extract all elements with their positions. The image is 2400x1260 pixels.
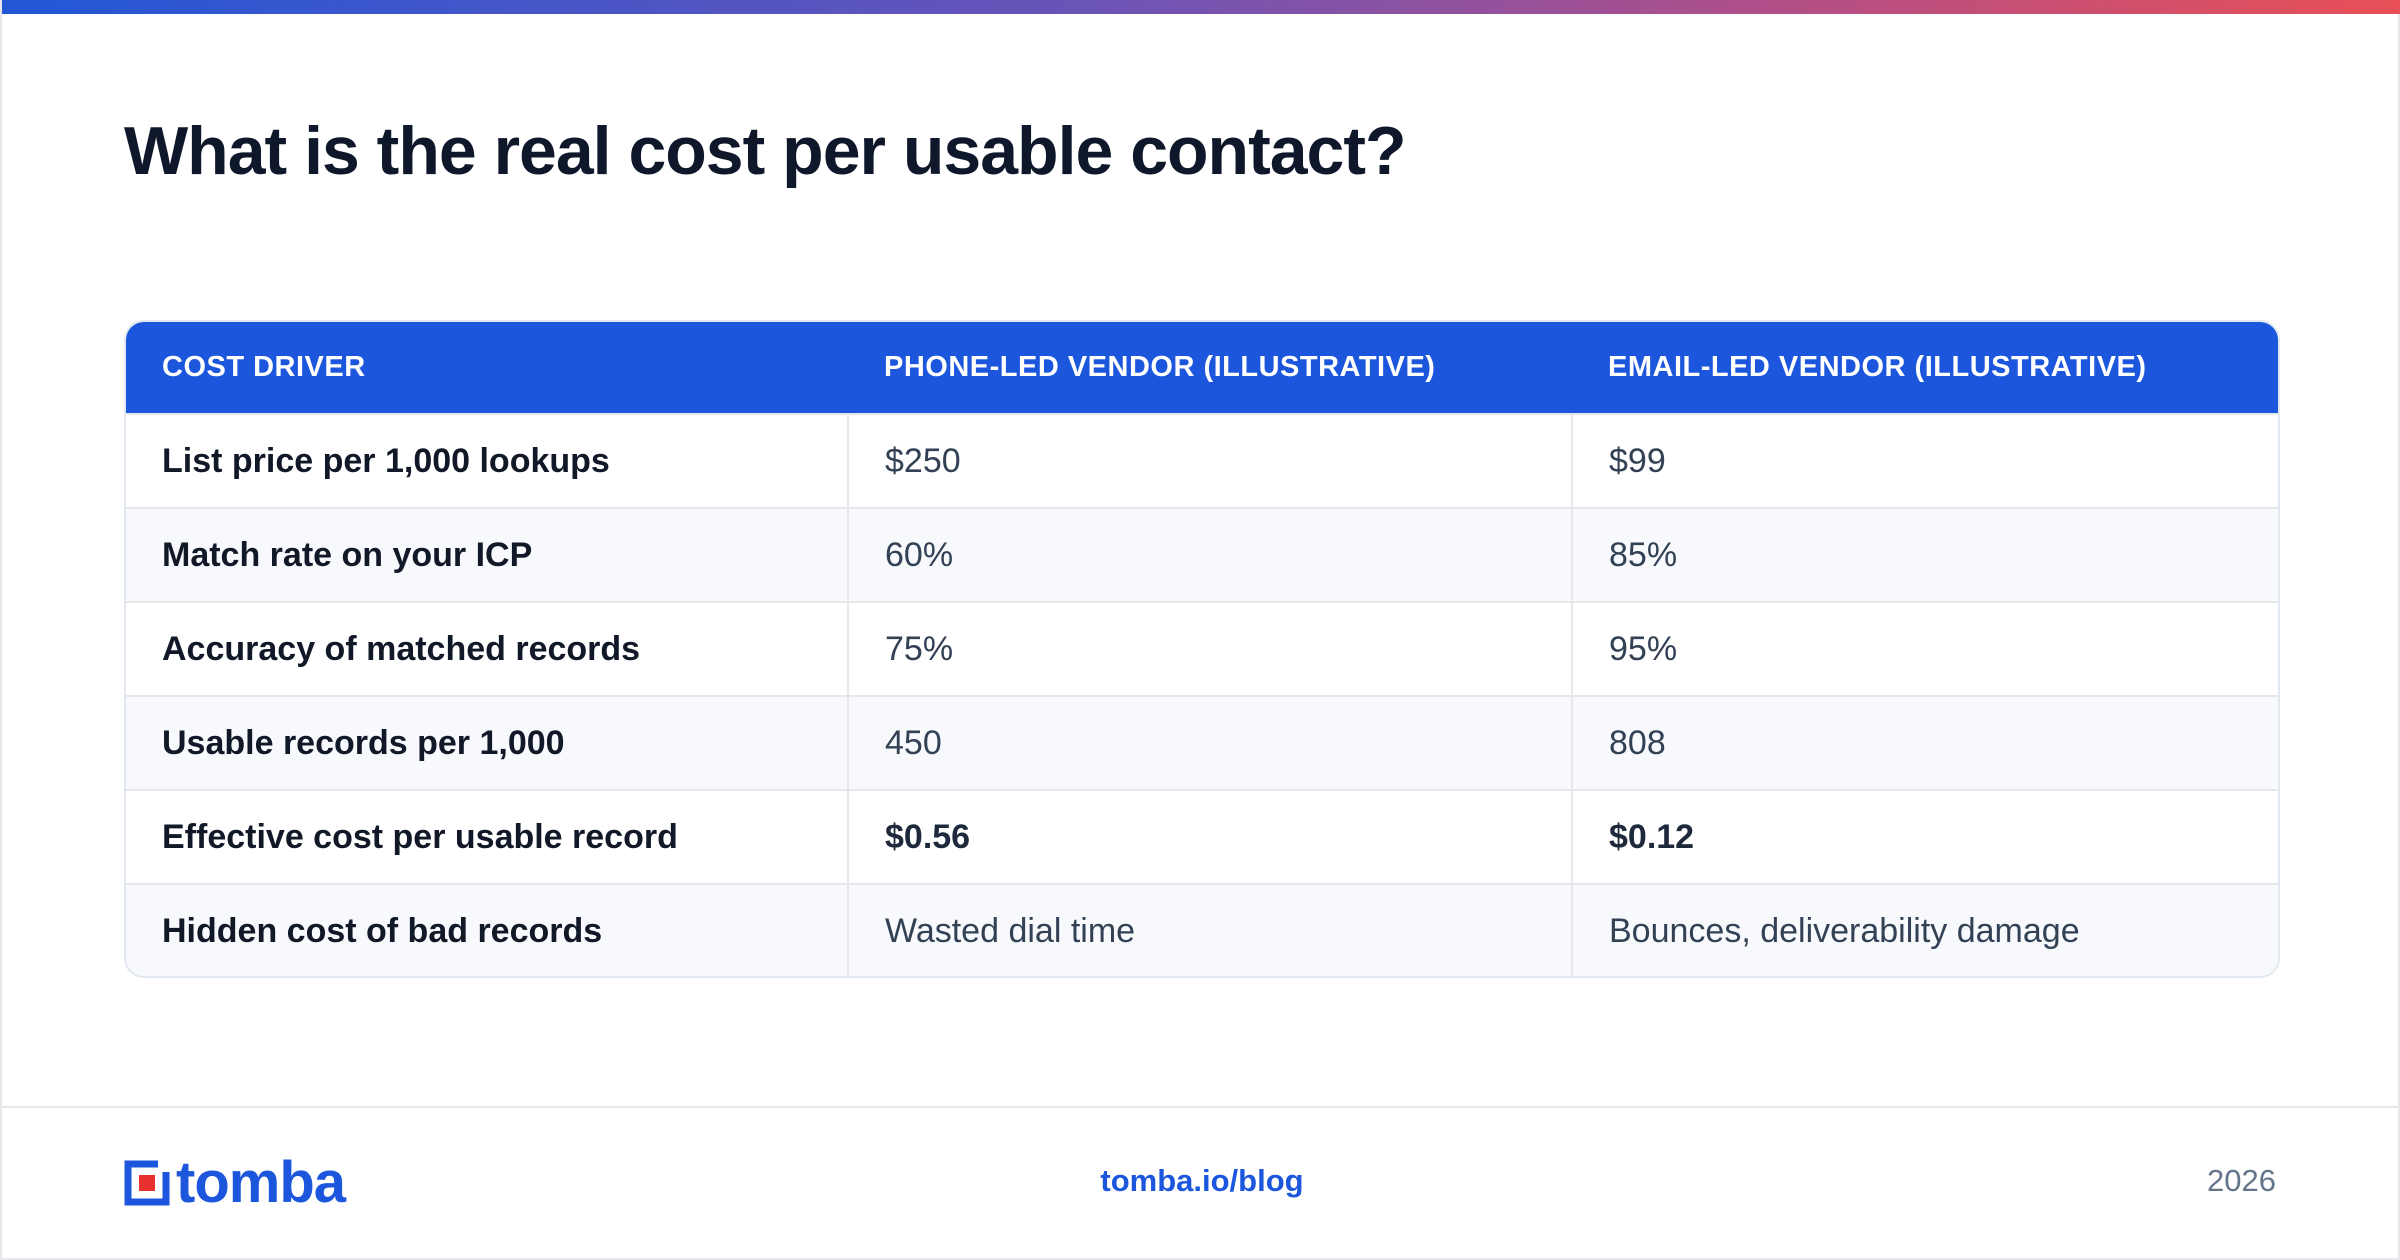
- phone-value: 75%: [847, 601, 1572, 696]
- table-header-row: COST DRIVER PHONE-LED VENDOR (ILLUSTRATI…: [126, 322, 2278, 414]
- phone-value: 60%: [847, 507, 1572, 602]
- phone-value: $0.56: [847, 789, 1572, 884]
- phone-value: $250: [847, 413, 1572, 508]
- email-value: 95%: [1571, 601, 2278, 696]
- logo-text: tomba: [176, 1150, 346, 1215]
- email-value: $0.12: [1571, 789, 2278, 884]
- header-phone-led-vendor: PHONE-LED VENDOR (ILLUSTRATIVE): [884, 351, 1436, 383]
- table-row: Usable records per 1,000 450 808: [126, 695, 2278, 790]
- phone-value: 450: [847, 695, 1572, 790]
- table-row: List price per 1,000 lookups $250 $99: [126, 413, 2278, 508]
- email-value: 85%: [1571, 507, 2278, 602]
- row-label: Usable records per 1,000: [126, 695, 848, 790]
- row-label: Accuracy of matched records: [126, 601, 848, 696]
- row-label: Hidden cost of bad records: [126, 883, 848, 976]
- table-row: Match rate on your ICP 60% 85%: [126, 507, 2278, 602]
- row-label: List price per 1,000 lookups: [126, 413, 848, 508]
- comparison-table: COST DRIVER PHONE-LED VENDOR (ILLUSTRATI…: [124, 320, 2280, 978]
- tomba-logo[interactable]: tomba: [124, 1150, 346, 1215]
- footer-divider: [2, 1106, 2398, 1108]
- cost-table: COST DRIVER PHONE-LED VENDOR (ILLUSTRATI…: [126, 322, 2278, 976]
- table-row: Effective cost per usable record $0.56 $…: [126, 789, 2278, 884]
- footer-year: 2026: [2207, 1163, 2276, 1198]
- phone-value: Wasted dial time: [847, 883, 1572, 976]
- row-label: Effective cost per usable record: [126, 789, 848, 884]
- row-label: Match rate on your ICP: [126, 507, 848, 602]
- tomba-logo-icon: [124, 1160, 170, 1206]
- footer-url-link[interactable]: tomba.io/blog: [1100, 1163, 1304, 1198]
- top-gradient-bar: [2, 0, 2400, 14]
- header-email-led-vendor: EMAIL-LED VENDOR (ILLUSTRATIVE): [1608, 351, 2147, 383]
- page-title: What is the real cost per usable contact…: [124, 113, 1407, 189]
- email-value: 808: [1571, 695, 2278, 790]
- header-cost-driver: COST DRIVER: [162, 351, 366, 383]
- table-row: Accuracy of matched records 75% 95%: [126, 601, 2278, 696]
- email-value: Bounces, deliverability damage: [1571, 883, 2278, 976]
- table-header: COST DRIVER PHONE-LED VENDOR (ILLUSTRATI…: [126, 322, 2278, 414]
- table-row: Hidden cost of bad records Wasted dial t…: [126, 883, 2278, 976]
- email-value: $99: [1571, 413, 2278, 508]
- table-body: List price per 1,000 lookups $250 $99 Ma…: [126, 413, 2278, 976]
